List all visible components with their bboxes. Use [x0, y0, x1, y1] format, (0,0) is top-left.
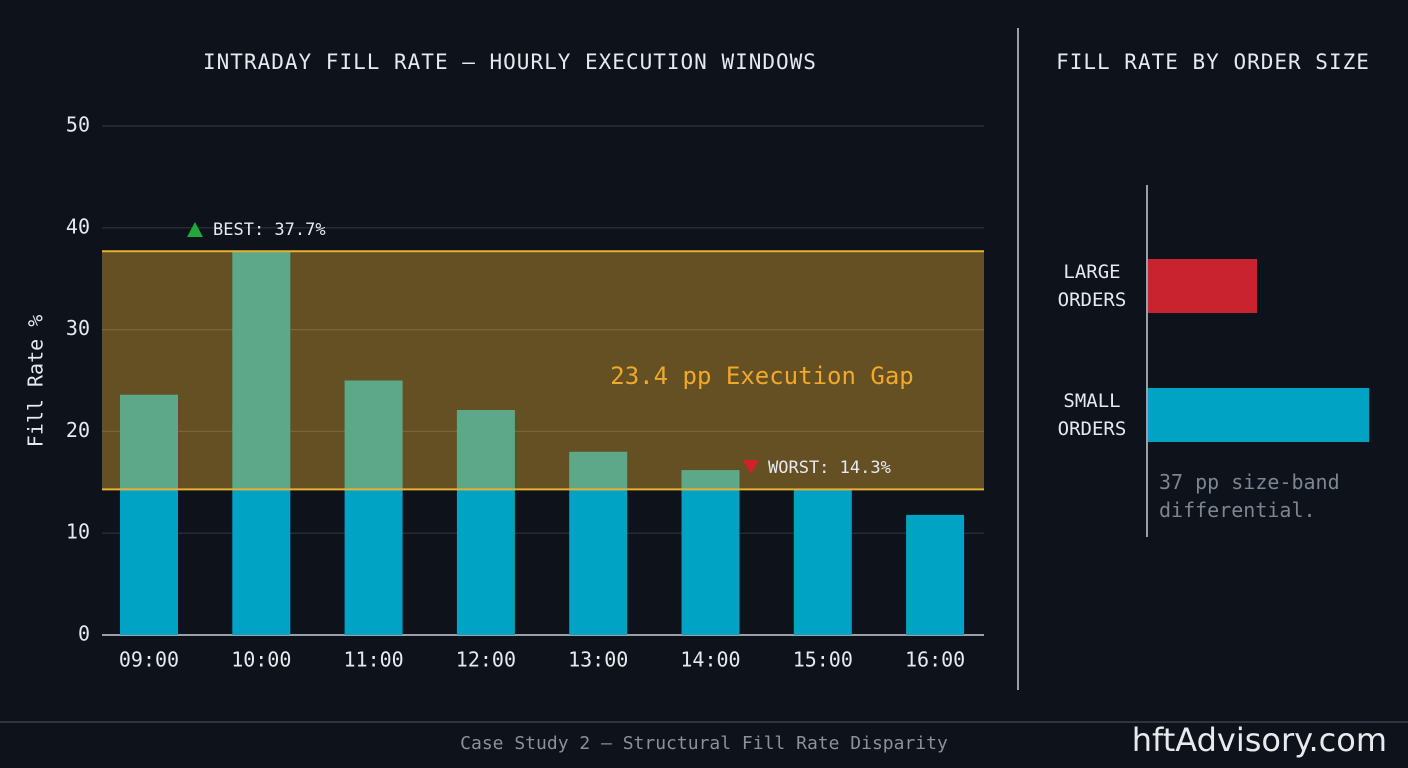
y-tick-label: SMALL ORDERS: [1057, 390, 1127, 440]
gap-band: [102, 251, 984, 490]
x-tick-label: 16:00: [905, 648, 965, 672]
bar: [906, 514, 965, 635]
y-tick-label: LARGE ORDERS: [1057, 261, 1127, 311]
x-tick-label: 11:00: [343, 648, 403, 672]
y-tick-label: 30: [66, 316, 90, 340]
x-tick-label: 09:00: [119, 648, 179, 672]
chart-title: FILL RATE BY ORDER SIZE: [1056, 50, 1370, 74]
y-axis-label: Fill Rate %: [24, 315, 48, 447]
annotation: BEST: 37.7%: [213, 220, 326, 240]
y-tick-label: 10: [66, 520, 90, 544]
bar: [1148, 388, 1370, 442]
bar: [232, 251, 291, 636]
x-tick-label: 14:00: [680, 648, 740, 672]
chart-title: INTRADAY FILL RATE — HOURLY EXECUTION WI…: [203, 50, 817, 74]
watermark: hftAdvisory.com: [1132, 721, 1387, 759]
worst-marker: [743, 460, 759, 474]
bar: [681, 470, 740, 635]
bar: [1148, 259, 1258, 313]
y-tick-label: 40: [66, 214, 90, 238]
bar: [569, 451, 628, 635]
x-tick-label: 12:00: [456, 648, 516, 672]
y-tick-label: 0: [78, 622, 90, 646]
bar: [120, 394, 178, 635]
annotation: 23.4 pp Execution Gap: [610, 362, 913, 390]
annotation: WORST: 14.3%: [768, 458, 891, 478]
x-tick-label: 15:00: [793, 648, 853, 672]
bar: [344, 380, 403, 635]
x-tick-label: 10:00: [231, 648, 291, 672]
y-tick-label: 50: [66, 113, 90, 137]
bar: [793, 489, 852, 635]
y-tick-label: 20: [66, 418, 90, 442]
best-marker: [187, 222, 203, 237]
annotation: 37 pp size-band differential.: [1159, 470, 1340, 522]
bar: [456, 410, 515, 635]
x-tick-label: 13:00: [568, 648, 628, 672]
footer-text: Case Study 2 — Structural Fill Rate Disp…: [460, 733, 948, 754]
